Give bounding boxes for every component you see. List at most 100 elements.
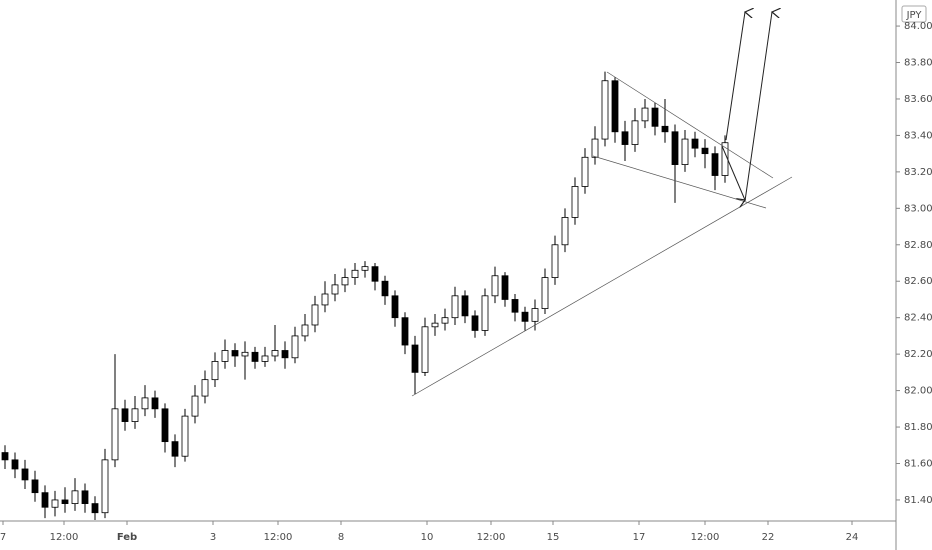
candle-body	[211, 361, 219, 381]
candle-body	[591, 138, 599, 158]
candle-body	[101, 459, 109, 514]
candle-body	[221, 350, 229, 362]
candle-body	[381, 280, 389, 297]
candle-body	[181, 415, 189, 457]
candle-body	[271, 350, 279, 357]
candle-body	[161, 408, 169, 443]
candle-body	[261, 355, 269, 362]
candle-body	[401, 317, 409, 346]
candle-body	[431, 322, 439, 328]
candle-body	[141, 397, 149, 410]
candle-body	[701, 147, 709, 155]
candle-body	[311, 304, 319, 326]
candle-body	[411, 344, 419, 373]
y-tick-label: 82.600	[904, 276, 932, 287]
candle-body	[21, 468, 29, 481]
x-tick-label: 7	[0, 532, 6, 543]
candle-body	[671, 131, 679, 165]
plot-area	[1, 71, 729, 520]
x-tick-label: 8	[338, 532, 344, 543]
candle-body	[281, 350, 289, 359]
candle-body	[131, 408, 139, 422]
candle-body	[201, 379, 209, 397]
candle-body	[121, 408, 129, 422]
projection-arrow	[744, 12, 772, 202]
candle-body	[461, 295, 469, 317]
candle-body	[361, 266, 369, 271]
candle-body	[421, 326, 429, 373]
support-trendline	[411, 176, 793, 397]
candle-body	[371, 266, 379, 282]
candle-body	[331, 284, 339, 295]
candle-body	[481, 295, 489, 331]
candle-body	[241, 351, 249, 357]
x-tick-label: 12:00	[477, 532, 506, 543]
candle-body	[681, 138, 689, 165]
projection-arrow	[725, 12, 745, 141]
x-tick-label: 24	[846, 532, 859, 543]
y-tick-label: 82.800	[904, 240, 932, 251]
y-tick-label: 81.800	[904, 422, 932, 433]
candle-body	[1, 452, 9, 461]
candle-body	[551, 244, 559, 278]
candle-body	[191, 395, 199, 417]
candle-body	[31, 479, 39, 494]
y-tick-label: 82.200	[904, 349, 932, 360]
candle-body	[171, 441, 179, 457]
candle-body	[561, 217, 569, 246]
y-tick-label: 83.400	[904, 130, 932, 141]
candle-body	[111, 408, 119, 461]
candle-body	[81, 490, 89, 504]
candle-body	[351, 269, 359, 278]
x-tick-label: 12:00	[264, 532, 293, 543]
currency-label: JPY	[906, 10, 923, 21]
candle-body	[251, 351, 259, 362]
candle-body	[151, 397, 159, 410]
candle-body	[391, 295, 399, 319]
candle-body	[631, 120, 639, 145]
candle-body	[61, 499, 69, 504]
candle-body	[641, 107, 649, 122]
y-tick-label: 81.600	[904, 458, 932, 469]
candle-body	[661, 125, 669, 133]
y-tick-label: 83.200	[904, 167, 932, 178]
y-tick-label: 83.000	[904, 203, 932, 214]
x-tick-label: 17	[633, 532, 646, 543]
candle-body	[321, 293, 329, 306]
projection-arrow	[721, 145, 745, 200]
candle-body	[601, 80, 609, 140]
y-tick-label: 83.600	[904, 94, 932, 105]
candle-body	[71, 490, 79, 504]
x-tick-label: Feb	[117, 532, 137, 543]
x-tick-label: 12:00	[50, 532, 79, 543]
currency-badge	[901, 5, 927, 23]
candle-body	[41, 492, 49, 508]
candle-body	[91, 503, 99, 514]
candle-body	[521, 311, 529, 322]
candle-body	[231, 350, 239, 357]
y-tick-label: 82.400	[904, 313, 932, 324]
x-tick-label: 15	[547, 532, 560, 543]
y-tick-label: 83.800	[904, 58, 932, 69]
candle-body	[11, 459, 19, 470]
candle-body	[51, 499, 59, 508]
candle-body	[491, 275, 499, 297]
candle-body	[441, 317, 449, 324]
triangle-upper-line	[606, 71, 774, 179]
y-tick-label: 82.000	[904, 386, 932, 397]
x-tick-label: 3	[210, 532, 216, 543]
candle-body	[471, 315, 479, 331]
candle-body	[691, 138, 699, 149]
candle-body	[651, 107, 659, 127]
candle-body	[541, 277, 549, 309]
candle-body	[451, 295, 459, 319]
x-tick-label: 22	[762, 532, 775, 543]
candle-body	[621, 131, 629, 145]
x-tick-label: 10	[421, 532, 434, 543]
candle-body	[301, 324, 309, 337]
candle-body	[531, 308, 539, 322]
candle-body	[571, 186, 579, 218]
y-tick-label: 81.400	[904, 495, 932, 506]
candle-body	[291, 335, 299, 359]
